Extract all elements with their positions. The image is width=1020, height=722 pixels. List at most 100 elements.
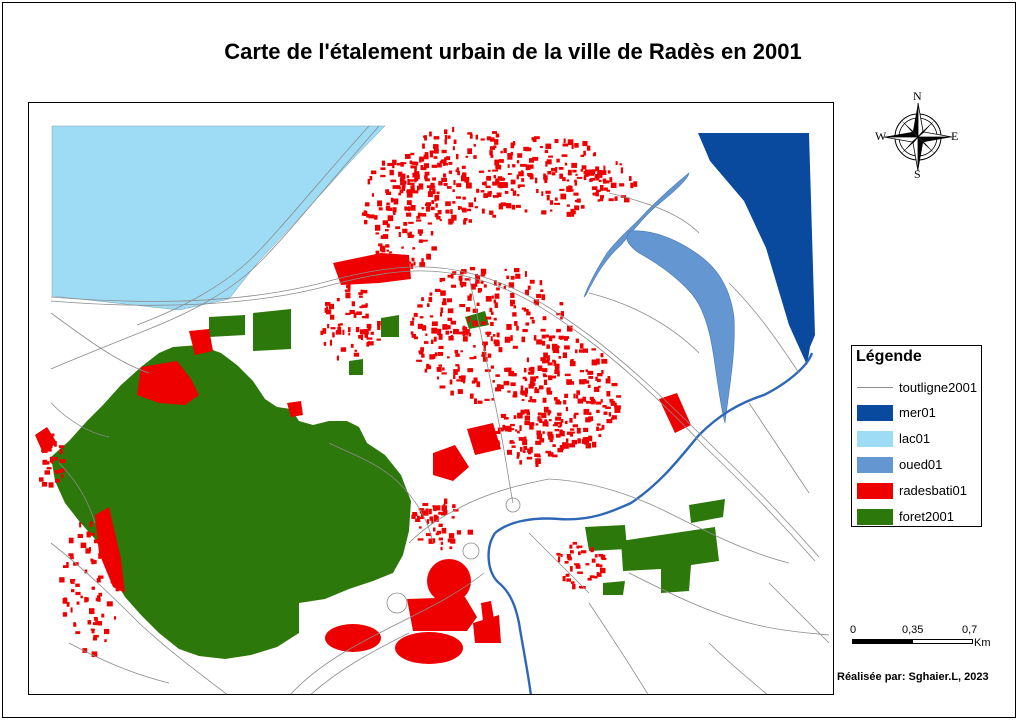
building-footprint: [523, 367, 527, 373]
building-footprint: [633, 181, 638, 187]
building-footprint: [599, 567, 606, 574]
building-footprint: [450, 390, 454, 396]
building-footprint: [91, 559, 95, 565]
building-footprint: [518, 437, 524, 441]
building-footprint: [336, 297, 340, 302]
building-footprint: [86, 531, 91, 538]
building-footprint: [610, 400, 616, 406]
building-footprint: [486, 136, 491, 141]
building-footprint: [448, 533, 455, 539]
building-footprint: [567, 325, 573, 332]
building-footprint: [597, 378, 601, 383]
building-footprint: [569, 544, 573, 549]
building-footprint: [489, 307, 493, 313]
building-footprint: [516, 455, 520, 459]
building-footprint: [588, 376, 594, 379]
building-footprint: [467, 148, 472, 154]
building-footprint: [526, 311, 531, 316]
building-footprint: [603, 165, 606, 171]
building-footprint: [580, 154, 584, 157]
building-footprint: [449, 330, 452, 334]
building-footprint: [589, 436, 593, 442]
building-footprint: [460, 175, 467, 182]
building-footprint: [583, 174, 589, 177]
building-footprint: [607, 376, 611, 382]
building-footprint: [464, 177, 470, 183]
legend-swatch: [857, 431, 893, 447]
building-footprint: [548, 375, 552, 380]
building-footprint: [516, 174, 519, 180]
building-footprint: [614, 402, 617, 408]
building-footprint: [510, 292, 515, 298]
building-footprint: [575, 338, 579, 343]
building-footprint: [461, 172, 466, 176]
legend-label: toutligne2001: [899, 380, 978, 395]
building-footprint: [447, 325, 451, 330]
building-footprint: [449, 546, 453, 550]
building-footprint: [474, 206, 478, 209]
building-footprint: [579, 379, 585, 385]
building-footprint: [603, 411, 608, 415]
compass-east-label: E: [951, 129, 959, 143]
building-footprint: [59, 577, 65, 583]
building-footprint: [418, 183, 423, 186]
wadi-area-2: [626, 230, 735, 424]
building-footprint: [58, 468, 65, 473]
building-footprint: [480, 268, 487, 275]
building-footprint: [584, 437, 591, 441]
building-footprint: [589, 178, 593, 182]
building-footprint: [98, 592, 103, 597]
building-footprint: [364, 202, 370, 207]
building-footprint: [495, 164, 499, 169]
building-footprint: [522, 439, 528, 446]
building-footprint: [484, 369, 491, 372]
building-footprint: [91, 586, 95, 590]
building-footprint: [439, 385, 446, 389]
building-footprint: [412, 187, 415, 194]
building-footprint: [534, 177, 538, 184]
building-footprint: [456, 183, 462, 188]
building-footprint: [543, 352, 548, 358]
building-footprint: [368, 214, 375, 219]
building-footprint: [62, 612, 68, 617]
building-footprint: [483, 344, 487, 347]
building-footprint: [540, 289, 544, 292]
building-footprint: [535, 440, 542, 445]
building-footprint: [598, 554, 603, 557]
building-footprint: [408, 221, 414, 224]
map-area[interactable]: [28, 102, 834, 695]
building-footprint: [421, 353, 425, 358]
building-footprint: [498, 182, 502, 188]
building-footprint: [536, 430, 541, 436]
building-footprint: [347, 284, 351, 290]
building-footprint: [68, 537, 74, 544]
building-footprint: [437, 162, 442, 168]
building-footprint: [591, 186, 598, 190]
building-footprint: [460, 350, 463, 353]
building-footprint: [566, 204, 570, 207]
building-footprint: [596, 409, 600, 414]
building-footprint: [434, 352, 438, 357]
building-footprint: [51, 433, 55, 437]
building-footprint: [426, 363, 430, 369]
building-footprint: [572, 541, 577, 545]
building-footprint: [433, 144, 439, 149]
building-footprint: [335, 330, 342, 335]
building-footprint: [526, 357, 529, 363]
building-footprint: [441, 177, 447, 182]
building-footprint: [546, 344, 550, 349]
building-footprint: [566, 438, 569, 443]
building-footprint: [593, 386, 600, 392]
building-footprint: [535, 303, 539, 306]
compass-rose-icon: [883, 102, 953, 172]
building-footprint: [608, 198, 614, 202]
building-footprint: [482, 341, 488, 346]
building-footprint: [616, 395, 622, 398]
building-footprint: [580, 205, 585, 209]
building-footprint: [475, 134, 478, 140]
building-footprint: [539, 146, 543, 149]
building-footprint: [452, 504, 456, 509]
building-footprint: [542, 421, 548, 427]
building-footprint: [408, 261, 412, 264]
building-footprint: [606, 189, 610, 192]
